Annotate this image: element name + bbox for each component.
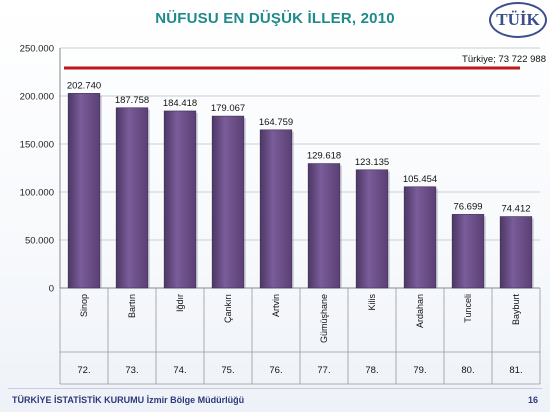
y-tick-label: 250.000 (20, 44, 54, 55)
y-tick-label: 100.000 (20, 188, 54, 199)
data-label: 105.454 (403, 174, 437, 185)
rank-label: 73. (125, 365, 138, 376)
x-tick-label: Kilis (367, 294, 377, 311)
tuik-logo: TÜİK (489, 2, 547, 38)
rank-label: 80. (461, 365, 474, 376)
x-tick-label: Sinop (79, 294, 89, 317)
data-label: 123.135 (355, 157, 389, 168)
y-tick-label: 150.000 (20, 140, 54, 151)
rank-label: 74. (173, 365, 186, 376)
data-label: 76.699 (453, 201, 482, 212)
x-tick-label: Gümüşhane (319, 294, 329, 343)
data-label: 164.759 (259, 117, 293, 128)
data-label: 202.740 (67, 80, 101, 91)
rank-label: 79. (413, 365, 426, 376)
x-tick-label: Ardahan (415, 294, 425, 328)
data-label: 184.418 (163, 98, 197, 109)
y-tick-label: 0 (49, 284, 54, 295)
data-label: 179.067 (211, 103, 245, 114)
data-label: 74.412 (501, 204, 530, 215)
rank-label: 77. (317, 365, 330, 376)
rank-label: 76. (269, 365, 282, 376)
footer-text: TÜRKİYE İSTATİSTİK KURUMU İzmir Bölge Mü… (12, 395, 245, 405)
x-tick-label: Bayburt (511, 294, 521, 326)
bar (163, 110, 197, 289)
x-tick-label: Çankırı (223, 294, 233, 323)
data-label: 187.758 (115, 95, 149, 106)
page-number: 16 (527, 395, 538, 405)
bar (355, 169, 389, 289)
bar (211, 115, 245, 289)
x-tick-label: Artvin (271, 294, 281, 317)
rank-label: 75. (221, 365, 234, 376)
chart-title: NÜFUSU EN DÜŞÜK İLLER, 2010 (155, 10, 395, 27)
x-tick-label: Iğdır (175, 294, 185, 312)
data-label: 129.618 (307, 151, 341, 162)
rank-label: 72. (77, 365, 90, 376)
bar-chart: 0 50.000 100.000 150.000 200.000 250.000 202.7… (20, 44, 546, 385)
bar (451, 214, 485, 289)
bar (115, 107, 149, 289)
bar (67, 93, 101, 289)
bar (259, 129, 293, 289)
bar (403, 186, 437, 289)
y-tick-label: 200.000 (20, 92, 54, 103)
y-tick-label: 50.000 (25, 236, 54, 247)
x-tick-label: Bartın (127, 294, 137, 318)
bar (307, 163, 341, 289)
rank-label: 78. (365, 365, 378, 376)
footer-divider (8, 388, 542, 389)
x-tick-label: Tunceli (463, 294, 473, 323)
bar (499, 216, 533, 289)
reference-line-label: Türkiye; 73 722 988 (462, 54, 546, 65)
rank-label: 81. (509, 365, 522, 376)
